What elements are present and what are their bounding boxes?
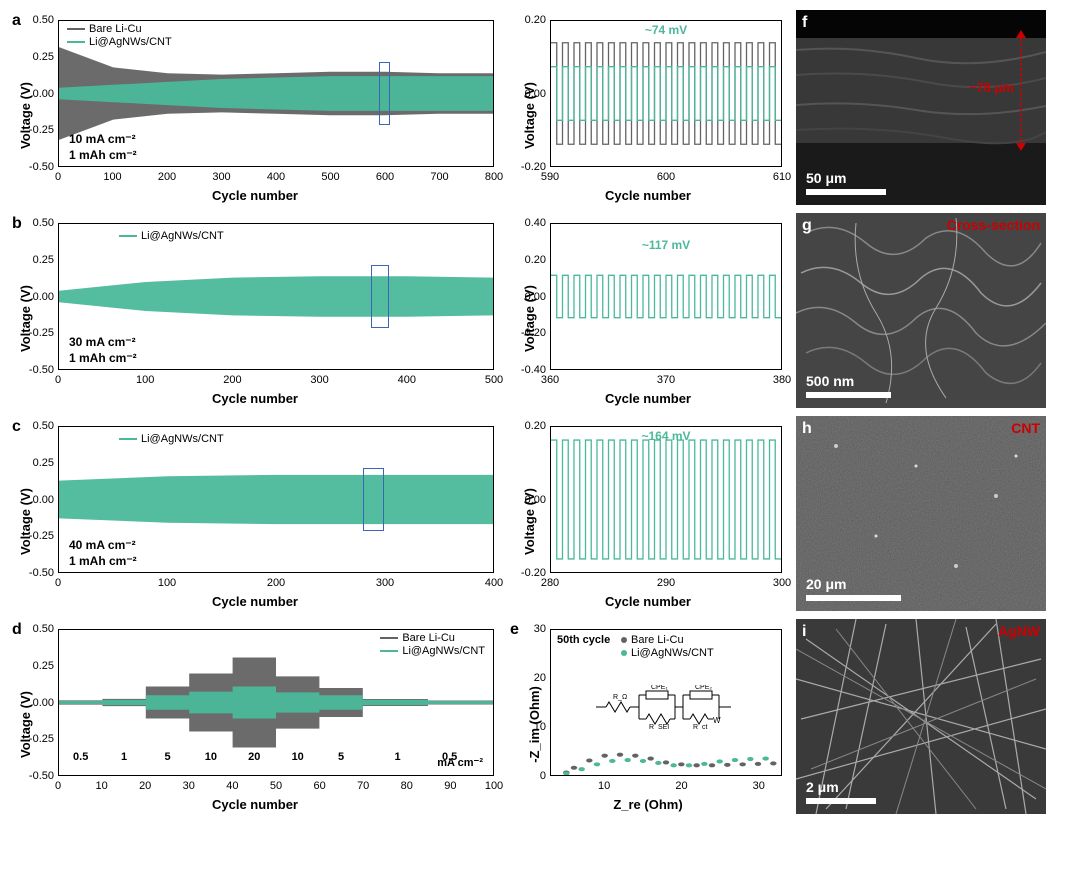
scale-bar: 500 nm xyxy=(806,373,891,398)
panel-letter: f xyxy=(802,14,807,32)
x-axis-label: Cycle number xyxy=(605,391,691,406)
plot-area-c: Li@AgNWs/CNT 40 mA cm⁻² 1 mAh cm⁻² xyxy=(58,426,494,573)
panel-letter: a xyxy=(12,12,21,30)
legend-c: Li@AgNWs/CNT xyxy=(119,433,224,445)
panel-letter: c xyxy=(12,418,21,436)
chart-svg xyxy=(551,21,781,166)
y-axis-label: Voltage (V) xyxy=(18,82,33,149)
sem-label: Cross-section xyxy=(947,217,1040,233)
plot-area-a-zoom: ~74 mV xyxy=(550,20,782,167)
x-axis-label: Cycle number xyxy=(212,188,298,203)
plot-area-d: Bare Li-Cu Li@AgNWs/CNT 0.515102010510.5… xyxy=(58,629,494,776)
voltage-annotation: ~164 mV xyxy=(641,429,690,443)
panel-c-zoom: Voltage (V) Cycle number ~164 mV -0.200.… xyxy=(508,416,788,611)
panel-letter: e xyxy=(510,621,519,639)
panel-e: e -Z_im (Ohm) Z_re (Ohm) 50th cycle Bare… xyxy=(508,619,788,814)
scale-bar: 20 μm xyxy=(806,576,901,601)
panel-b-zoom: Voltage (V) Cycle number ~117 mV -0.40-0… xyxy=(508,213,788,408)
y-axis-label: Voltage (V) xyxy=(18,691,33,758)
cycle-title: 50th cycle xyxy=(557,634,610,646)
zoom-box xyxy=(363,468,385,532)
voltage-annotation: ~117 mV xyxy=(642,238,690,252)
condition-2: 1 mAh cm⁻² xyxy=(69,148,137,162)
measurement-text: ~78 μm xyxy=(969,80,1014,95)
unit-label: mA cm⁻² xyxy=(437,756,483,769)
panel-c: c Voltage (V) Cycle number Li@AgNWs/CNT … xyxy=(10,416,500,611)
sem-label: AgNW xyxy=(998,623,1040,639)
x-axis-label: Z_re (Ohm) xyxy=(613,797,682,812)
panel-letter: i xyxy=(802,623,806,641)
plot-area-c-zoom: ~164 mV xyxy=(550,426,782,573)
panel-g: g Cross-section 500 nm xyxy=(796,213,1046,408)
svg-text:R_Ω: R_Ω xyxy=(613,694,627,701)
x-axis-label: Cycle number xyxy=(605,188,691,203)
chart-svg xyxy=(551,427,781,572)
panel-letter: g xyxy=(802,217,812,235)
svg-text:R_SEI: R_SEI xyxy=(649,724,669,730)
x-axis-label: Cycle number xyxy=(605,594,691,609)
x-axis-label: Cycle number xyxy=(212,594,298,609)
panel-h: h CNT 20 μm xyxy=(796,416,1046,611)
plot-area-b: Li@AgNWs/CNT 30 mA cm⁻² 1 mAh cm⁻² xyxy=(58,223,494,370)
x-axis-label: Cycle number xyxy=(212,391,298,406)
condition-2: 1 mAh cm⁻² xyxy=(69,351,137,365)
scale-bar: 2 μm xyxy=(806,779,876,804)
zoom-box xyxy=(371,265,388,329)
panel-a: a Voltage (V) Cycle number Bare Li-Cu Li… xyxy=(10,10,500,205)
panel-letter: h xyxy=(802,420,812,438)
legend-d: Bare Li-Cu Li@AgNWs/CNT xyxy=(380,632,485,657)
panel-f: f ~78 μm 50 μm xyxy=(796,10,1046,205)
figure-grid: a Voltage (V) Cycle number Bare Li-Cu Li… xyxy=(10,10,1070,814)
scale-bar: 50 μm xyxy=(806,170,886,195)
panel-b: b Voltage (V) Cycle number Li@AgNWs/CNT … xyxy=(10,213,500,408)
panel-d: d Voltage (V) Cycle number Bare Li-Cu Li… xyxy=(10,619,500,814)
condition-1: 40 mA cm⁻² xyxy=(69,538,136,552)
x-axis-label: Cycle number xyxy=(212,797,298,812)
svg-text:R_ct: R_ct xyxy=(693,724,707,730)
y-axis-label: Voltage (V) xyxy=(18,488,33,555)
plot-area-e: 50th cycle Bare Li-Cu Li@AgNWs/CNT R_Ω C… xyxy=(550,629,782,776)
condition-1: 10 mA cm⁻² xyxy=(69,132,136,146)
condition-2: 1 mAh cm⁻² xyxy=(69,554,137,568)
panel-letter: d xyxy=(12,621,22,639)
sem-label: CNT xyxy=(1011,420,1040,436)
svg-text:W: W xyxy=(713,716,721,725)
legend-a: Bare Li-Cu Li@AgNWs/CNT xyxy=(67,23,172,48)
plot-area-b-zoom: ~117 mV xyxy=(550,223,782,370)
legend-b: Li@AgNWs/CNT xyxy=(119,230,224,242)
panel-letter: b xyxy=(12,215,22,233)
panel-a-zoom: Voltage (V) Cycle number ~74 mV -0.200.0… xyxy=(508,10,788,205)
condition-1: 30 mA cm⁻² xyxy=(69,335,136,349)
voltage-annotation: ~74 mV xyxy=(645,23,687,37)
legend-e: Bare Li-Cu Li@AgNWs/CNT xyxy=(621,634,714,659)
svg-text:CPE₁: CPE₁ xyxy=(651,685,668,691)
panel-i: i AgNW 2 μm xyxy=(796,619,1046,814)
circuit-diagram: R_Ω CPE₁ R_SEI CPE₂ R_ct xyxy=(591,685,741,730)
y-axis-label: Voltage (V) xyxy=(18,285,33,352)
svg-text:CPE₂: CPE₂ xyxy=(695,685,712,691)
zoom-box xyxy=(379,62,390,126)
plot-area-a: Bare Li-Cu Li@AgNWs/CNT 10 mA cm⁻² 1 mAh… xyxy=(58,20,494,167)
